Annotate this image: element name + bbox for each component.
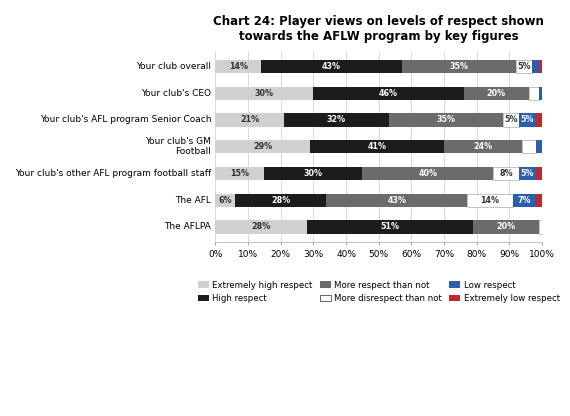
Bar [512,193,536,207]
Text: 41%: 41% [368,142,386,151]
Text: 43%: 43% [322,62,341,71]
Text: 20%: 20% [496,223,516,231]
Bar [532,60,539,73]
Bar [539,60,542,73]
Bar [363,167,493,180]
Bar [523,140,536,154]
Bar [264,167,363,180]
Text: 14%: 14% [481,196,499,205]
Bar [539,220,542,234]
Text: 5%: 5% [504,116,518,124]
Bar [215,193,235,207]
Text: 5%: 5% [520,116,534,124]
Bar [536,193,542,207]
Text: 32%: 32% [327,116,346,124]
Text: 40%: 40% [418,169,437,178]
Text: 5%: 5% [520,169,534,178]
Text: 8%: 8% [499,169,513,178]
Bar [467,193,512,207]
Bar [284,113,389,126]
Text: 43%: 43% [387,196,406,205]
Bar [215,140,310,154]
Bar [327,193,467,207]
Text: 21%: 21% [240,116,259,124]
Bar [539,87,542,100]
Bar [516,60,532,73]
Bar [235,193,327,207]
Bar [215,167,264,180]
Bar [261,60,402,73]
Bar [463,87,529,100]
Bar [402,60,516,73]
Text: 5%: 5% [518,62,531,71]
Bar [519,113,536,126]
Legend: Extremely high respect, High respect, More respect than not, More disrespect tha: Extremely high respect, High respect, Mo… [198,281,560,303]
Bar [215,87,314,100]
Text: 51%: 51% [381,223,400,231]
Text: 35%: 35% [436,116,455,124]
Title: Chart 24: Player views on levels of respect shown
towards the AFLW program by ke: Chart 24: Player views on levels of resp… [213,15,544,43]
Bar [307,220,474,234]
Bar [519,167,536,180]
Bar [536,140,542,154]
Bar [474,220,539,234]
Text: 6%: 6% [218,196,232,205]
Text: 28%: 28% [271,196,290,205]
Text: 35%: 35% [449,62,469,71]
Text: 14%: 14% [229,62,248,71]
Bar [215,60,261,73]
Text: 46%: 46% [379,89,398,98]
Bar [503,113,519,126]
Text: 15%: 15% [230,169,250,178]
Bar [493,167,519,180]
Text: 29%: 29% [253,142,272,151]
Bar [310,140,444,154]
Bar [536,113,542,126]
Text: 30%: 30% [255,89,274,98]
Text: 28%: 28% [251,223,271,231]
Bar [444,140,523,154]
Text: 30%: 30% [304,169,323,178]
Bar [536,167,542,180]
Bar [389,113,503,126]
Text: 24%: 24% [474,142,493,151]
Text: 20%: 20% [487,89,506,98]
Text: 7%: 7% [518,196,531,205]
Bar [314,87,463,100]
Bar [215,220,307,234]
Bar [529,87,539,100]
Bar [215,113,284,126]
